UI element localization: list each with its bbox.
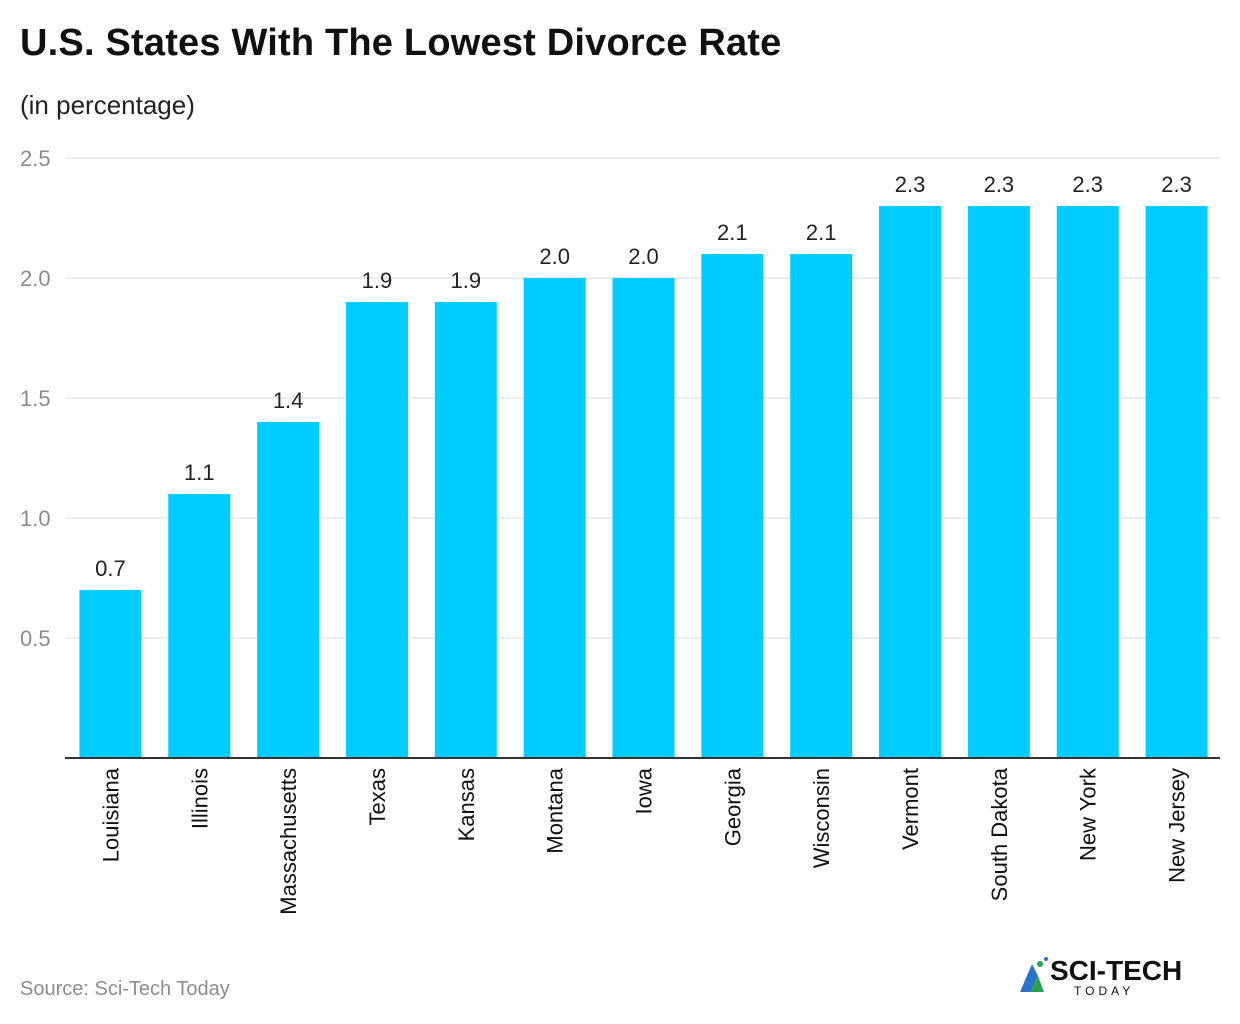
data-label: 1.9: [362, 268, 393, 293]
bar: [1145, 206, 1208, 758]
sci-tech-today-logo: SCI-TECH TODAY: [1020, 955, 1182, 998]
chart-subtitle: (in percentage): [20, 90, 195, 120]
bar: [1056, 206, 1119, 758]
x-tick-label: Kansas: [454, 768, 479, 841]
data-label: 2.1: [717, 220, 748, 245]
logo-main-text: SCI-TECH: [1050, 955, 1182, 986]
x-tick-label: South Dakota: [987, 767, 1012, 901]
y-tick-label: 2.5: [20, 146, 51, 171]
bar: [879, 206, 942, 758]
bar: [257, 422, 320, 758]
bar: [434, 302, 497, 758]
x-tick-label: Illinois: [187, 768, 212, 829]
bar: [612, 278, 675, 758]
data-label: 2.1: [806, 220, 837, 245]
x-tick-label: New York: [1076, 767, 1101, 861]
logo-mark-icon: [1020, 957, 1048, 992]
data-label: 2.0: [539, 244, 570, 269]
x-tick-label: Louisiana: [98, 767, 123, 862]
data-label: 1.1: [184, 460, 215, 485]
x-tick-label: Texas: [365, 768, 390, 825]
x-tick-label: Wisconsin: [809, 768, 834, 868]
x-tick-label: Vermont: [898, 768, 923, 850]
y-tick-label: 0.5: [20, 626, 51, 651]
x-tick-label: New Jersey: [1165, 768, 1190, 883]
y-tick-label: 1.0: [20, 506, 51, 531]
x-tick-label: Massachusetts: [276, 768, 301, 915]
data-label: 2.3: [895, 172, 926, 197]
bar: [523, 278, 586, 758]
x-tick-label: Montana: [543, 767, 568, 853]
bar: [79, 590, 142, 758]
data-label: 1.4: [273, 388, 304, 413]
bar: [790, 254, 853, 758]
y-tick-label: 2.0: [20, 266, 51, 291]
bar: [967, 206, 1030, 758]
x-tick-label: Georgia: [720, 767, 745, 846]
x-tick-label: Iowa: [632, 767, 657, 814]
bar: [345, 302, 408, 758]
data-label: 2.3: [1161, 172, 1192, 197]
logo-sub-text: TODAY: [1074, 984, 1134, 998]
data-label: 2.3: [1072, 172, 1103, 197]
y-tick-label: 1.5: [20, 386, 51, 411]
data-label: 1.9: [451, 268, 482, 293]
chart-title: U.S. States With The Lowest Divorce Rate: [20, 22, 782, 64]
data-label: 2.0: [628, 244, 659, 269]
bar-chart: 0.5 1.0 1.5 2.0 2.5 0.7 Louisiana 1.1 Illinois 1.…: [20, 146, 1220, 915]
data-label: 0.7: [95, 556, 126, 581]
data-label: 2.3: [984, 172, 1015, 197]
bar: [168, 494, 231, 758]
bar: [701, 254, 764, 758]
source-note: Source: Sci-Tech Today: [20, 978, 230, 1000]
